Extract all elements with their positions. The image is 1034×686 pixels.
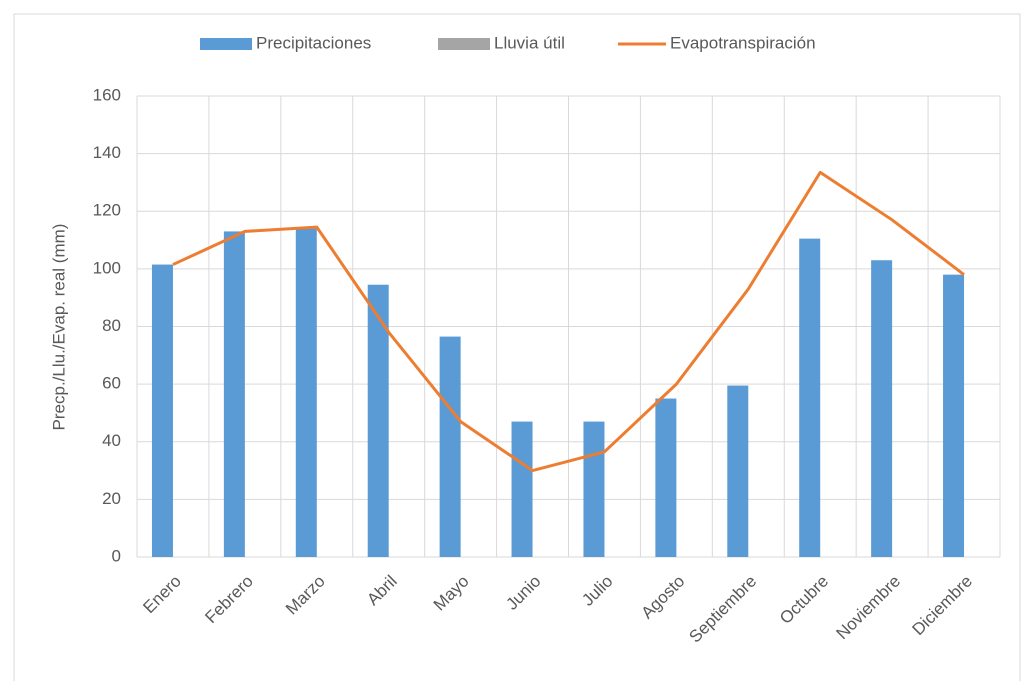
- y-axis-title: Precp./Llu./Evap. real (mm): [49, 224, 68, 431]
- line: [172, 170, 965, 473]
- y-tick-label: 80: [102, 316, 121, 335]
- bar: [727, 385, 749, 557]
- y-tick-label: 40: [102, 431, 121, 450]
- bar: [871, 260, 893, 557]
- bar: [439, 336, 461, 557]
- bar: [511, 421, 533, 557]
- y-tick-label: 160: [93, 85, 121, 104]
- legend-swatch: [200, 38, 252, 50]
- legend-label: Precipitaciones: [256, 33, 371, 52]
- bar: [799, 238, 821, 557]
- y-tick-label: 120: [93, 201, 121, 220]
- bar: [295, 228, 317, 557]
- legend-label: Evapotranspiración: [670, 33, 816, 52]
- y-tick-label: 20: [102, 489, 121, 508]
- y-tick-label: 0: [112, 546, 121, 565]
- bar: [367, 284, 389, 557]
- legend-label: Lluvia útil: [494, 33, 565, 52]
- bar: [655, 398, 677, 557]
- bar: [223, 231, 245, 557]
- chart-frame: [13, 13, 1021, 686]
- legend-swatch: [438, 38, 490, 50]
- y-tick-label: 100: [93, 258, 121, 277]
- y-tick-label: 140: [93, 143, 121, 162]
- y-tick-label: 60: [102, 374, 121, 393]
- bar: [151, 264, 173, 557]
- bar: [583, 421, 605, 557]
- bar: [943, 274, 965, 557]
